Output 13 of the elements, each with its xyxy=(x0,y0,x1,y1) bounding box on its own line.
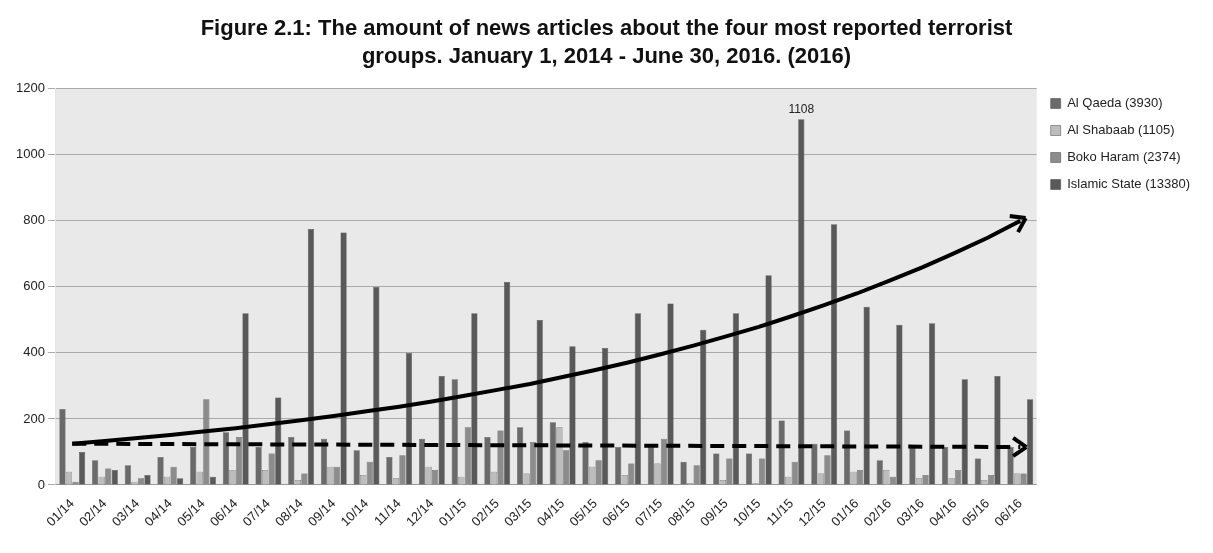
y-tick-label: 200 xyxy=(23,410,45,426)
y-tick-label: 1000 xyxy=(16,146,45,162)
y-tick-label: 400 xyxy=(23,344,45,360)
y-tick-label: 800 xyxy=(23,212,45,228)
legend-label: Boko Haram (2374) xyxy=(1067,149,1181,165)
legend-label: Al Shabaab (1105) xyxy=(1067,122,1175,138)
y-tick-label: 600 xyxy=(23,278,45,294)
y-tick-label: 1200 xyxy=(16,80,45,96)
chart-title: Figure 2.1: The amount of news articles about the four most reported terrorist groups. January 1, 2014 - June 30, 2016. (2016) xyxy=(199,14,1014,70)
legend-label: Al Qaeda (3930) xyxy=(1067,95,1163,111)
data-label: 1108 xyxy=(788,102,815,117)
y-tick-label: 0 xyxy=(37,476,45,492)
legend-label: Islamic State (13380) xyxy=(1067,176,1191,192)
